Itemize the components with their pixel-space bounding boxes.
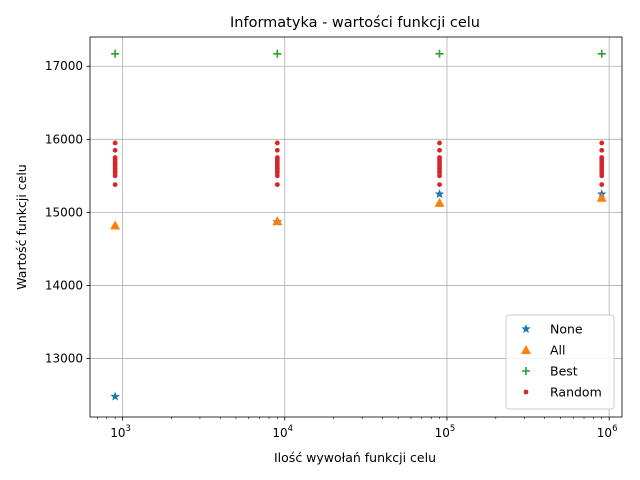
point-random <box>274 182 280 188</box>
point-random <box>599 140 605 146</box>
x-tick-label: 103 <box>110 424 131 440</box>
point-none <box>110 391 120 401</box>
point-random <box>437 147 442 153</box>
y-tick-label: 14000 <box>45 278 83 292</box>
point-random <box>112 173 118 179</box>
point-random <box>437 173 442 179</box>
y-axis-label: Wartość funkcji celu <box>14 164 29 290</box>
point-random <box>274 147 280 153</box>
x-axis-label: Ilość wywołań funkcji celu <box>274 450 436 465</box>
legend: None All Best Random <box>505 314 615 410</box>
point-best <box>111 49 120 58</box>
point-all <box>110 220 121 230</box>
point-all <box>596 192 607 202</box>
point-random <box>437 182 442 188</box>
point-best <box>435 49 444 58</box>
point-random <box>112 182 118 188</box>
y-tick-label: 15000 <box>45 205 83 219</box>
point-random <box>599 147 605 153</box>
x-tick-label-base: 10 <box>597 426 612 440</box>
x-tick-label-exponent: 6 <box>612 424 617 434</box>
legend-marker-all <box>521 345 531 354</box>
plot-area-frame <box>89 36 623 418</box>
point-all <box>272 216 283 226</box>
x-tick-label-exponent: 3 <box>125 424 130 434</box>
x-tick-label: 104 <box>272 424 293 440</box>
point-random <box>112 147 118 153</box>
y-tick-label: 16000 <box>45 132 83 146</box>
point-random <box>274 173 280 179</box>
legend-label-random: Random <box>550 385 602 400</box>
x-tick-label-exponent: 4 <box>288 424 293 434</box>
y-tick-label: 17000 <box>45 59 83 73</box>
data-points <box>110 49 607 401</box>
x-tick-label: 105 <box>435 424 456 440</box>
legend-box <box>505 314 615 410</box>
legend-marker-best <box>522 367 530 375</box>
legend-marker-random <box>523 389 529 395</box>
chart-title: Informatyka - wartości funkcji celu <box>230 15 480 31</box>
point-best <box>597 49 606 58</box>
x-tick-label-base: 10 <box>110 426 125 440</box>
legend-label-none: None <box>550 322 583 337</box>
point-random <box>274 140 280 146</box>
point-random <box>599 182 605 188</box>
point-random <box>599 173 605 179</box>
grid <box>90 37 622 417</box>
point-all <box>434 197 445 207</box>
point-random <box>437 140 442 146</box>
y-tick-label: 13000 <box>45 352 83 366</box>
point-random <box>112 140 118 146</box>
point-none <box>434 189 445 199</box>
x-tick-label-base: 10 <box>272 426 287 440</box>
legend-marker-none <box>521 324 531 334</box>
x-tick-label-exponent: 5 <box>450 424 455 434</box>
legend-label-all: All <box>550 343 566 358</box>
x-tick-label-base: 10 <box>435 426 450 440</box>
legend-label-best: Best <box>550 364 578 379</box>
x-tick-label: 106 <box>597 424 618 440</box>
point-best <box>273 49 282 58</box>
